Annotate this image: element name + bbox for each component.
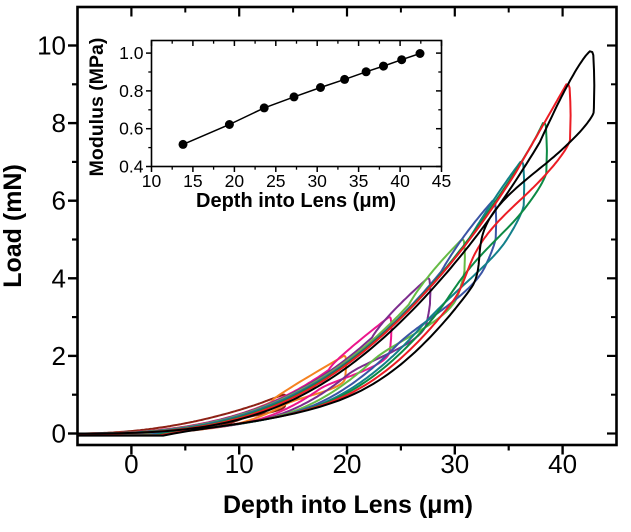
- svg-text:40: 40: [390, 171, 410, 191]
- svg-text:15: 15: [183, 171, 202, 191]
- svg-text:4: 4: [52, 263, 66, 293]
- svg-text:8: 8: [52, 108, 66, 138]
- svg-text:10: 10: [37, 31, 66, 61]
- svg-text:2: 2: [52, 341, 66, 371]
- svg-text:10: 10: [225, 449, 254, 479]
- svg-text:0: 0: [52, 419, 66, 449]
- svg-text:40: 40: [548, 449, 577, 479]
- svg-text:10: 10: [142, 171, 162, 191]
- svg-text:35: 35: [349, 171, 368, 191]
- svg-text:0.8: 0.8: [119, 81, 143, 101]
- svg-text:Load (mN): Load (mN): [0, 164, 27, 288]
- svg-text:0.4: 0.4: [119, 157, 144, 177]
- svg-text:30: 30: [440, 449, 469, 479]
- svg-text:45: 45: [432, 171, 451, 191]
- svg-text:20: 20: [333, 449, 362, 479]
- svg-text:0: 0: [124, 449, 138, 479]
- svg-text:Depth into Lens (μm): Depth into Lens (μm): [196, 190, 396, 212]
- svg-text:0.6: 0.6: [119, 119, 143, 139]
- svg-text:Depth into Lens (μm): Depth into Lens (μm): [223, 491, 473, 519]
- svg-text:6: 6: [52, 186, 66, 216]
- svg-text:Modulus (MPa): Modulus (MPa): [86, 38, 108, 177]
- svg-text:1.0: 1.0: [119, 43, 144, 63]
- svg-text:30: 30: [307, 171, 327, 191]
- svg-text:20: 20: [225, 171, 245, 191]
- svg-text:25: 25: [266, 171, 285, 191]
